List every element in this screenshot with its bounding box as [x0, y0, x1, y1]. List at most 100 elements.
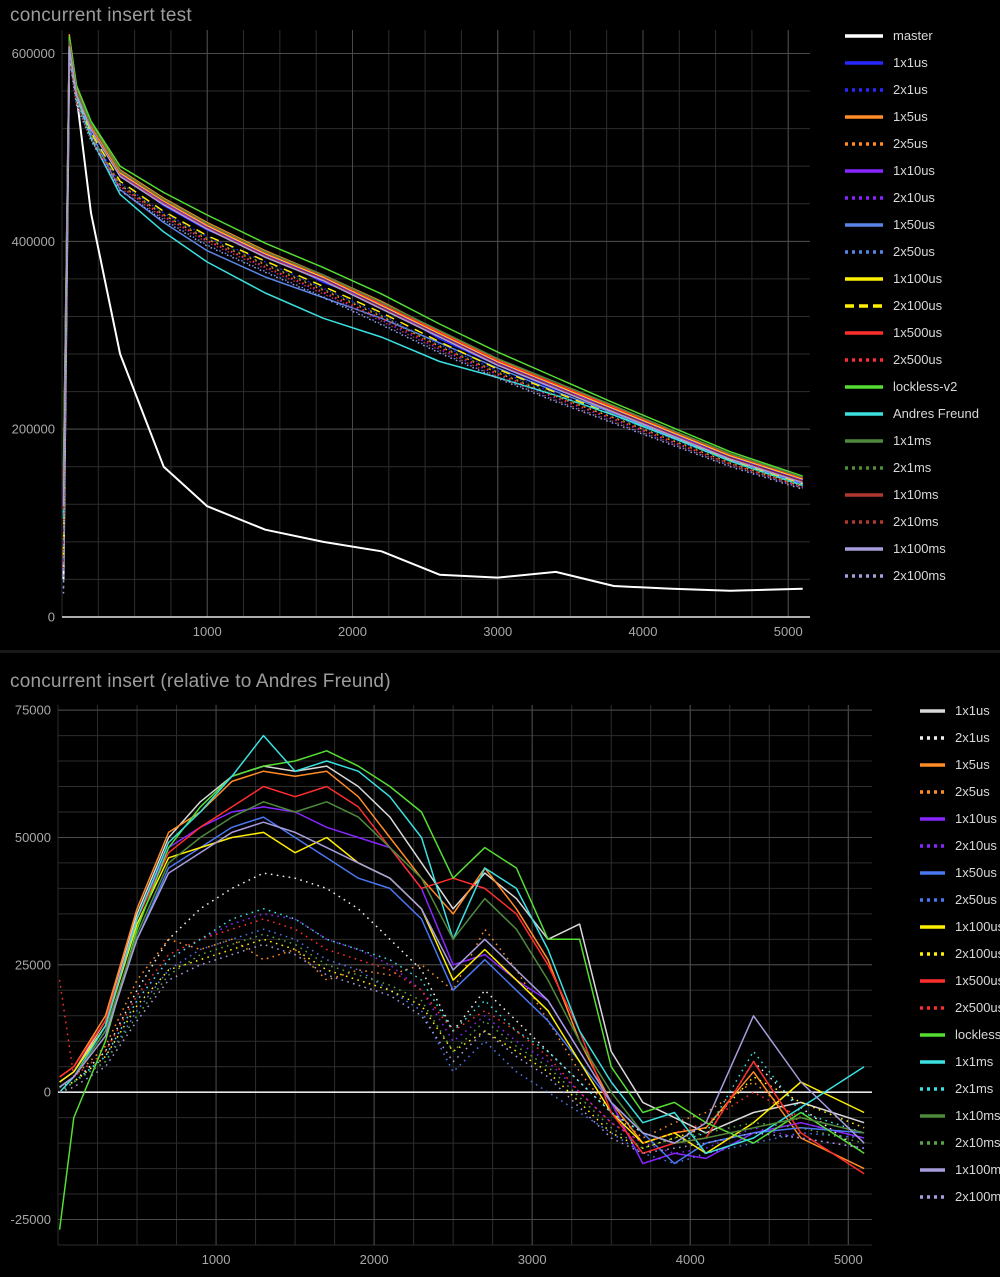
legend-label-1x100ms: 1x100ms — [893, 541, 946, 556]
legend-item-lockless-v2: lockless-v2 — [920, 1021, 1000, 1048]
legend-item-1x1ms: 1x1ms — [845, 427, 979, 454]
legend-swatch-2x100ms — [920, 1194, 945, 1199]
legend-label-master: master — [893, 28, 933, 43]
series-line-1x1ms — [62, 40, 803, 491]
legend-label-andres-freund: Andres Freund — [893, 406, 979, 421]
series-line-2x5us — [59, 928, 865, 1139]
legend-item-1x100us: 1x100us — [920, 913, 1000, 940]
legend-item-2x5us: 2x5us — [920, 778, 1000, 805]
legend-swatch-master — [845, 33, 883, 38]
chart-title-top: concurrent insert test — [10, 5, 192, 26]
legend-label-2x5us: 2x5us — [955, 784, 990, 799]
legend-item-2x1us: 2x1us — [920, 724, 1000, 751]
series-line-master — [62, 52, 803, 592]
x-tick-label: 2000 — [360, 1252, 389, 1267]
series-line-2x100us — [59, 938, 865, 1149]
legend-swatch-2x5us — [920, 789, 945, 794]
legend-label-2x500us: 2x500us — [893, 352, 943, 367]
legend-swatch-2x50us — [920, 897, 945, 902]
legend-swatch-2x100us — [920, 951, 945, 956]
series-line-2x5us — [62, 52, 803, 566]
top-chart-plot: 1000 2000 3000 4000 5000 0 200000 400000 600000 — [12, 30, 810, 639]
legend-label-2x1ms: 2x1ms — [955, 1081, 994, 1096]
series-line-andres-freund — [62, 48, 803, 519]
series-line-2x100us — [62, 50, 803, 557]
top-chart-legend: master 1x1us 2x1us 1x5us 2x5us 1x10us 2x10us 1x… — [845, 22, 979, 589]
chart-title-bottom: concurrent insert (relative to Andres Fr… — [10, 671, 391, 692]
legend-swatch-1x10us — [845, 168, 883, 173]
legend-item-1x100us: 1x100us — [845, 265, 979, 292]
series-line-2x500us — [62, 53, 803, 563]
legend-item-2x10ms: 2x10ms — [920, 1129, 1000, 1156]
legend-label-1x10us: 1x10us — [955, 811, 997, 826]
legend-swatch-2x10ms — [920, 1140, 945, 1145]
legend-item-2x1ms: 2x1ms — [920, 1075, 1000, 1102]
legend-label-1x50us: 1x50us — [955, 865, 997, 880]
series-line-1x1us — [59, 765, 865, 1134]
legend-swatch-2x100ms — [845, 573, 883, 578]
legend-label-2x1us: 2x1us — [955, 730, 990, 745]
legend-item-2x100us: 2x100us — [920, 940, 1000, 967]
series-line-1x50us — [62, 45, 803, 514]
x-tick-label: 3000 — [483, 624, 512, 639]
x-tick-label: 5000 — [774, 624, 803, 639]
legend-swatch-1x100ms — [920, 1167, 945, 1172]
legend-swatch-1x100us — [845, 276, 883, 281]
legend-item-1x1ms: 1x1ms — [920, 1048, 1000, 1075]
legend-item-2x1us: 2x1us — [845, 76, 979, 103]
legend-label-2x100ms: 2x100ms — [893, 568, 946, 583]
legend-item-andres-freund: Andres Freund — [845, 400, 979, 427]
legend-item-1x500us: 1x500us — [920, 967, 1000, 994]
legend-item-2x10us: 2x10us — [845, 184, 979, 211]
series-line-lockless-v2 — [58, 750, 865, 1230]
legend-label-2x100us: 2x100us — [893, 298, 943, 313]
series-line-lockless-v2 — [62, 35, 803, 477]
x-tick-label: 1000 — [202, 1252, 231, 1267]
series-line-2x1us — [59, 872, 865, 1154]
legend-item-2x100ms: 2x100ms — [845, 562, 979, 589]
legend-label-2x5us: 2x5us — [893, 136, 928, 151]
legend-label-1x100us: 1x100us — [893, 271, 943, 286]
legend-item-1x50us: 1x50us — [920, 859, 1000, 886]
legend-label-1x10ms: 1x10ms — [893, 487, 939, 502]
legend-swatch-2x50us — [845, 249, 883, 254]
series-line-2x10us — [62, 54, 803, 571]
legend-swatch-2x1us — [845, 87, 883, 92]
series-line-1x100ms — [59, 821, 865, 1144]
legend-swatch-2x10ms — [845, 519, 883, 524]
legend-item-1x10us: 1x10us — [845, 157, 979, 184]
bottom-chart-plot: 1000 2000 3000 4000 5000 -25000 0 25000 50000 750… — [11, 703, 872, 1267]
legend-label-1x50us: 1x50us — [893, 217, 935, 232]
legend-swatch-1x1us — [845, 60, 883, 65]
legend-swatch-1x500us — [845, 330, 883, 335]
legend-item-master: master — [845, 22, 979, 49]
x-tick-label: 1000 — [193, 624, 222, 639]
legend-item-2x50us: 2x50us — [845, 238, 979, 265]
legend-swatch-1x5us — [920, 762, 945, 767]
legend-item-2x10ms: 2x10ms — [845, 508, 979, 535]
legend-item-1x1us: 1x1us — [920, 697, 1000, 724]
legend-item-1x100ms: 1x100ms — [920, 1156, 1000, 1183]
legend-swatch-1x50us — [845, 222, 883, 227]
y-tick-label: 25000 — [15, 957, 51, 972]
legend-item-1x5us: 1x5us — [845, 103, 979, 130]
legend-label-2x100ms: 2x100ms — [955, 1189, 1000, 1204]
series-line-1x500us — [59, 785, 865, 1175]
legend-swatch-2x10us — [845, 195, 883, 200]
legend-item-1x50us: 1x50us — [845, 211, 979, 238]
legend-swatch-1x5us — [845, 114, 883, 119]
legend-swatch-1x10ms — [920, 1113, 945, 1118]
legend-swatch-2x1ms — [920, 1086, 945, 1091]
series-line-2x10ms — [59, 933, 865, 1149]
legend-item-2x50us: 2x50us — [920, 886, 1000, 913]
legend-swatch-lockless-v2 — [920, 1032, 945, 1037]
legend-label-1x10us: 1x10us — [893, 163, 935, 178]
y-tick-label: 50000 — [15, 830, 51, 845]
legend-swatch-lockless-v2 — [845, 384, 883, 389]
legend-item-2x5us: 2x5us — [845, 130, 979, 157]
legend-swatch-2x100us — [845, 303, 883, 308]
legend-swatch-1x1ms — [920, 1059, 945, 1064]
legend-swatch-2x1us — [920, 735, 945, 740]
chart-panel-top: concurrent insert test 1000 2000 3000 4000 5… — [10, 5, 979, 639]
legend-swatch-1x100ms — [845, 546, 883, 551]
